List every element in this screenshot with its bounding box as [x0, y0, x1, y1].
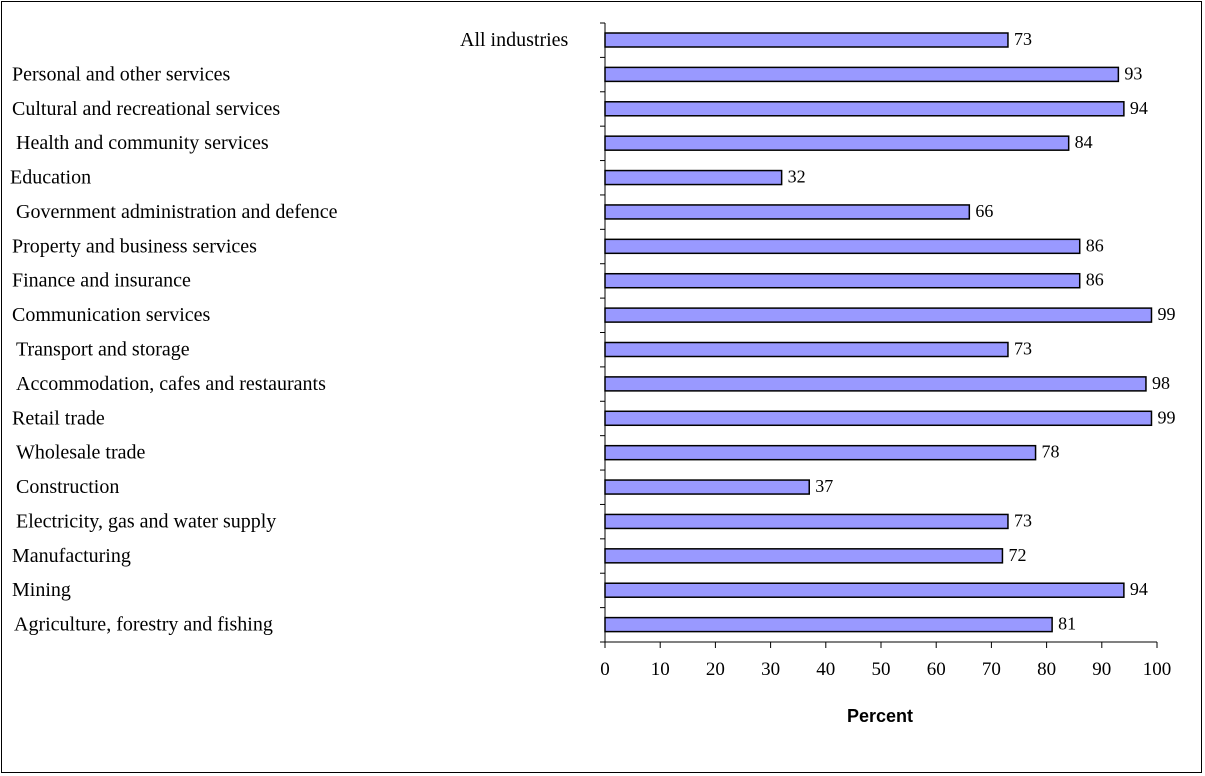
- data-label: 94: [1130, 98, 1148, 118]
- bar: [604, 444, 1037, 461]
- data-label: 93: [1124, 63, 1142, 83]
- data-label: 84: [1075, 132, 1093, 152]
- category-label: Communication services: [12, 304, 211, 326]
- axis-layer: 0 10 20 30 40 50 60 70 80 90 100: [600, 22, 1172, 680]
- data-label: 32: [788, 167, 806, 187]
- x-axis-title: Percent: [847, 706, 913, 726]
- category-label: Cultural and recreational services: [12, 98, 280, 120]
- data-label: 94: [1130, 579, 1148, 599]
- bar: [604, 135, 1070, 151]
- x-tick-label: 0: [600, 659, 610, 680]
- bar: [604, 272, 1081, 289]
- data-label: 73: [1014, 510, 1032, 530]
- bar: [604, 582, 1125, 598]
- bar: [604, 204, 971, 220]
- x-tick-label: 30: [761, 659, 780, 680]
- data-label: 86: [1086, 270, 1104, 290]
- category-labels: All industries Personal and other service…: [10, 29, 569, 636]
- data-label: 73: [1014, 29, 1032, 49]
- category-label: Finance and insurance: [12, 270, 191, 292]
- category-label: Property and business services: [12, 235, 257, 257]
- category-label: Retail trade: [12, 407, 105, 429]
- bar: [604, 169, 783, 186]
- bar: [604, 341, 1009, 358]
- x-tick-label: 40: [816, 659, 835, 680]
- bar: [604, 616, 1053, 633]
- category-label: Construction: [16, 476, 119, 498]
- category-label: Mining: [12, 579, 71, 601]
- category-label: Government administration and defence: [16, 201, 338, 223]
- category-label: All industries: [460, 29, 569, 51]
- category-label: Personal and other services: [12, 63, 230, 85]
- data-label: 37: [815, 476, 833, 496]
- bar-series: 73 93 94 84 32 66 86 86 99 73 98 99 78 37 73 72 94 81: [604, 29, 1175, 634]
- data-label: 81: [1058, 614, 1076, 634]
- data-label: 78: [1042, 442, 1060, 462]
- x-tick-label: 90: [1092, 659, 1111, 680]
- data-label: 73: [1014, 339, 1032, 359]
- category-label: Accommodation, cafes and restaurants: [16, 373, 326, 395]
- bar: [604, 238, 1081, 255]
- data-label: 72: [1008, 545, 1026, 565]
- x-tick-label: 60: [927, 659, 946, 680]
- bar: [604, 66, 1120, 83]
- category-label: Transport and storage: [16, 339, 190, 361]
- bar: [604, 376, 1147, 392]
- data-label: 99: [1157, 304, 1175, 324]
- category-label: Electricity, gas and water supply: [16, 510, 276, 532]
- bar: [604, 410, 1153, 427]
- x-tick-label: 100: [1143, 659, 1172, 680]
- bar: [604, 307, 1153, 323]
- data-label: 98: [1152, 373, 1170, 393]
- bar: [604, 101, 1125, 117]
- category-label: Manufacturing: [12, 545, 131, 567]
- data-label: 99: [1157, 407, 1175, 427]
- x-tick-label: 50: [872, 659, 891, 680]
- bar: [604, 513, 1009, 530]
- category-label: Wholesale trade: [16, 442, 145, 464]
- data-label: 86: [1086, 235, 1104, 255]
- x-tick-label: 10: [651, 659, 670, 680]
- bar: [604, 479, 810, 495]
- x-tick-label: 20: [706, 659, 725, 680]
- data-label: 66: [975, 201, 993, 221]
- bar: [604, 32, 1009, 48]
- x-tick-label: 80: [1037, 659, 1056, 680]
- category-label: Education: [10, 167, 91, 189]
- category-label: Agriculture, forestry and fishing: [14, 614, 273, 636]
- bar: [604, 548, 1004, 564]
- x-tick-label: 70: [982, 659, 1001, 680]
- category-label: Health and community services: [16, 132, 269, 154]
